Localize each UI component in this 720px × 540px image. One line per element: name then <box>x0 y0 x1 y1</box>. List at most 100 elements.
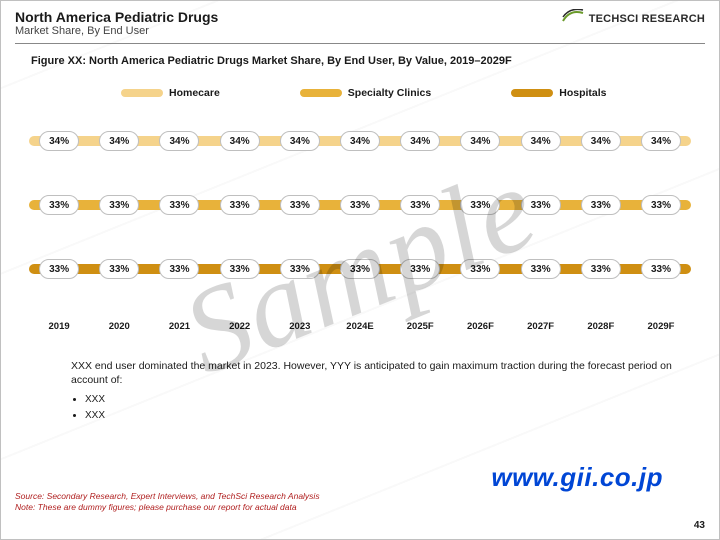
pill-wrap: 34% <box>149 131 209 151</box>
value-pill: 33% <box>220 195 260 215</box>
source-url: www.gii.co.jp <box>491 462 663 493</box>
pill-wrap: 34% <box>450 131 510 151</box>
pill-wrap: 34% <box>29 131 89 151</box>
pill-wrap: 34% <box>390 131 450 151</box>
chart-x-axis: 201920202021202220232024E2025F2026F2027F… <box>29 321 691 332</box>
x-tick-label: 2019 <box>29 321 89 332</box>
value-pill: 33% <box>99 195 139 215</box>
value-pill: 34% <box>99 131 139 151</box>
legend-swatch <box>121 89 163 97</box>
legend-label: Hospitals <box>559 87 606 99</box>
pill-wrap: 33% <box>390 259 450 279</box>
value-pill: 34% <box>39 131 79 151</box>
value-pill: 33% <box>159 195 199 215</box>
value-pill: 34% <box>521 131 561 151</box>
x-tick-label: 2023 <box>270 321 330 332</box>
chart-row: 33% 33% 33% 33% 33% 33% 33% 33% 33% 33% 33% <box>29 195 691 215</box>
value-pill: 34% <box>460 131 500 151</box>
x-tick-label: 2026F <box>450 321 510 332</box>
pill-wrap: 34% <box>631 131 691 151</box>
value-pill: 33% <box>521 259 561 279</box>
value-pill: 33% <box>280 259 320 279</box>
page-title: North America Pediatric Drugs <box>15 9 599 25</box>
value-pill: 33% <box>641 195 681 215</box>
value-pill: 34% <box>400 131 440 151</box>
legend-swatch <box>511 89 553 97</box>
page-header: North America Pediatric Drugs Market Sha… <box>15 9 599 37</box>
x-tick-label: 2024E <box>330 321 390 332</box>
pill-wrap: 34% <box>511 131 571 151</box>
value-pill: 33% <box>99 259 139 279</box>
pill-wrap: 33% <box>270 259 330 279</box>
x-tick-label: 2029F <box>631 321 691 332</box>
commentary-bullets: XXX XXX <box>71 393 679 422</box>
x-tick-label: 2025F <box>390 321 450 332</box>
market-share-chart: 34%34%34%34%34%34%34%34%34%34%34%33%33%3… <box>29 113 691 313</box>
pill-wrap: 33% <box>29 195 89 215</box>
logo-mark-icon <box>562 9 584 23</box>
pill-wrap: 33% <box>89 195 149 215</box>
x-tick-label: 2020 <box>89 321 149 332</box>
pill-wrap: 33% <box>450 259 510 279</box>
value-pill: 33% <box>460 259 500 279</box>
legend-swatch <box>300 89 342 97</box>
pill-wrap: 33% <box>149 195 209 215</box>
pill-wrap: 33% <box>571 195 631 215</box>
pill-wrap: 33% <box>330 195 390 215</box>
value-pill: 33% <box>280 195 320 215</box>
brand-logo: TECHSCI RESEARCH <box>562 9 705 27</box>
pill-wrap: 33% <box>631 195 691 215</box>
pill-wrap: 33% <box>270 195 330 215</box>
value-pill: 33% <box>581 195 621 215</box>
chart-row: 33% 33% 33% 33% 33% 33% 33% 33% 33% 33% 33% <box>29 259 691 279</box>
value-pill: 33% <box>400 195 440 215</box>
chart-legend: Homecare Specialty Clinics Hospitals <box>121 87 679 99</box>
page-number: 43 <box>694 520 705 531</box>
pill-wrap: 34% <box>210 131 270 151</box>
pill-wrap: 33% <box>210 259 270 279</box>
x-tick-label: 2028F <box>571 321 631 332</box>
page-subtitle: Market Share, By End User <box>15 25 599 37</box>
pill-wrap: 34% <box>571 131 631 151</box>
value-pill: 33% <box>460 195 500 215</box>
value-pill: 33% <box>39 195 79 215</box>
source-note-line: Note: These are dummy figures; please pu… <box>15 502 320 513</box>
value-pill: 34% <box>159 131 199 151</box>
pill-wrap: 33% <box>210 195 270 215</box>
value-pill: 33% <box>340 259 380 279</box>
pill-wrap: 33% <box>149 259 209 279</box>
legend-item: Homecare <box>121 87 220 99</box>
bullet-item: XXX <box>85 393 679 407</box>
legend-item: Hospitals <box>511 87 606 99</box>
chart-row: 34%34%34%34%34%34%34%34%34%34%34% <box>29 131 691 151</box>
pill-wrap: 33% <box>390 195 450 215</box>
source-line: Source: Secondary Research, Expert Inter… <box>15 491 320 502</box>
value-pill: 33% <box>39 259 79 279</box>
x-tick-label: 2021 <box>149 321 209 332</box>
value-pill: 33% <box>220 259 260 279</box>
value-pill: 34% <box>581 131 621 151</box>
source-note: Source: Secondary Research, Expert Inter… <box>15 491 320 513</box>
pill-wrap: 33% <box>89 259 149 279</box>
pill-wrap: 33% <box>450 195 510 215</box>
pill-wrap: 33% <box>29 259 89 279</box>
figure-title: Figure XX: North America Pediatric Drugs… <box>31 55 512 67</box>
pill-wrap: 33% <box>571 259 631 279</box>
value-pill: 33% <box>159 259 199 279</box>
pill-wrap: 33% <box>631 259 691 279</box>
legend-label: Specialty Clinics <box>348 87 431 99</box>
pill-wrap: 34% <box>270 131 330 151</box>
value-pill: 33% <box>581 259 621 279</box>
value-pill: 33% <box>400 259 440 279</box>
commentary-para: XXX end user dominated the market in 202… <box>71 359 679 387</box>
x-tick-label: 2027F <box>511 321 571 332</box>
legend-label: Homecare <box>169 87 220 99</box>
value-pill: 34% <box>641 131 681 151</box>
header-rule <box>15 43 705 44</box>
value-pill: 34% <box>340 131 380 151</box>
value-pill: 33% <box>641 259 681 279</box>
bullet-item: XXX <box>85 409 679 423</box>
report-page: North America Pediatric Drugs Market Sha… <box>0 0 720 540</box>
value-pill: 33% <box>521 195 561 215</box>
commentary: XXX end user dominated the market in 202… <box>71 359 679 422</box>
